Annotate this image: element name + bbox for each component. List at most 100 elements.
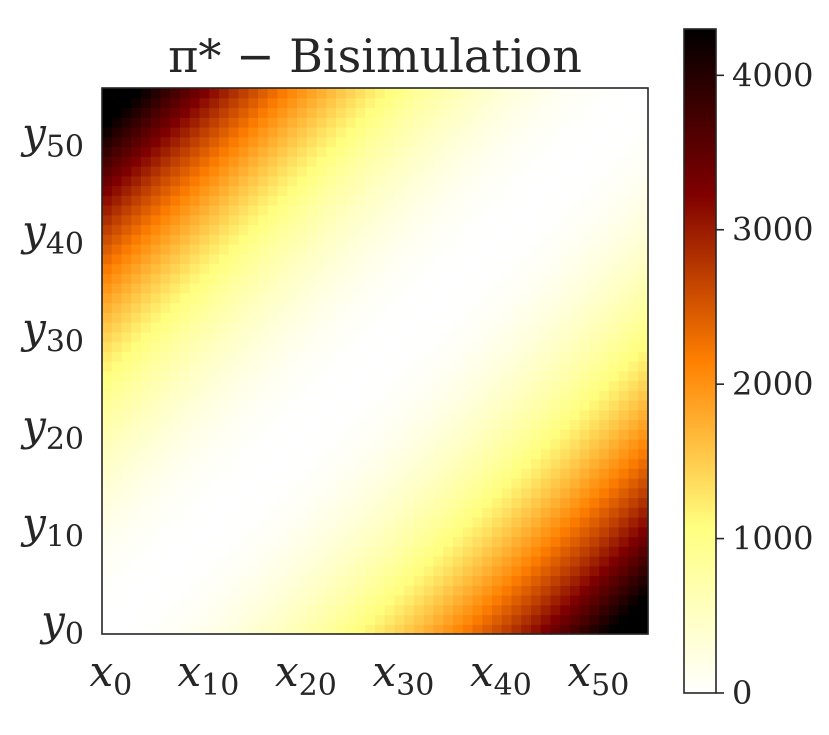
heatmap-cell xyxy=(238,507,249,518)
heatmap-cell xyxy=(404,273,415,284)
heatmap-cell xyxy=(492,146,503,157)
heatmap-cell xyxy=(131,127,142,138)
heatmap-cell xyxy=(579,448,591,460)
heatmap-cell xyxy=(306,331,318,343)
heatmap-cell xyxy=(121,585,132,596)
heatmap-cell xyxy=(199,429,210,440)
heatmap-cell xyxy=(316,595,327,606)
heatmap-cell xyxy=(111,439,123,450)
heatmap-cell xyxy=(443,536,454,547)
heatmap-cell xyxy=(141,400,152,411)
heatmap-cell xyxy=(345,234,357,245)
heatmap-cell xyxy=(326,166,337,177)
heatmap-cell xyxy=(433,478,444,489)
heatmap-cell xyxy=(277,380,288,391)
heatmap-cell xyxy=(365,234,376,245)
heatmap-cell xyxy=(141,478,152,489)
heatmap-cell xyxy=(531,351,542,362)
heatmap-cell xyxy=(453,283,464,294)
heatmap-cell xyxy=(170,244,181,255)
heatmap-cell xyxy=(375,497,386,508)
heatmap-cell xyxy=(521,370,532,382)
heatmap-cell xyxy=(375,390,386,401)
heatmap-cell xyxy=(258,546,269,557)
heatmap-cell xyxy=(277,175,288,187)
heatmap-cell xyxy=(228,175,240,187)
heatmap-cell xyxy=(160,205,171,216)
heatmap-cell xyxy=(238,97,249,109)
heatmap-cell xyxy=(609,595,620,606)
heatmap-cell xyxy=(326,322,337,333)
heatmap-cell xyxy=(345,575,357,586)
heatmap-cell xyxy=(433,351,444,362)
heatmap-cell xyxy=(267,166,279,177)
heatmap-cell xyxy=(121,107,132,118)
heatmap-cell xyxy=(297,604,308,616)
heatmap-cell xyxy=(501,468,513,479)
heatmap-cell xyxy=(111,546,123,557)
heatmap-cell xyxy=(297,380,308,391)
heatmap-cell xyxy=(618,439,630,450)
heatmap-cell xyxy=(365,439,376,450)
heatmap-cell xyxy=(423,312,435,323)
heatmap-cell xyxy=(453,595,464,606)
heatmap-cell xyxy=(404,88,415,99)
heatmap-cell xyxy=(219,234,230,245)
heatmap-cell xyxy=(248,478,259,489)
heatmap-cell xyxy=(384,419,396,430)
heatmap-cell xyxy=(219,400,230,411)
heatmap-cell xyxy=(160,224,171,235)
heatmap-cell xyxy=(306,127,318,138)
heatmap-cell xyxy=(287,224,298,235)
heatmap-cell xyxy=(423,448,435,460)
heatmap-cell xyxy=(492,614,503,625)
heatmap-cell xyxy=(638,146,649,157)
heatmap-cell xyxy=(277,107,288,118)
heatmap-cell xyxy=(258,117,269,128)
heatmap-cell xyxy=(531,322,542,333)
heatmap-cell xyxy=(297,546,308,557)
heatmap-cell xyxy=(579,429,591,440)
heatmap-cell xyxy=(267,234,279,245)
heatmap-cell xyxy=(258,458,269,469)
heatmap-cell xyxy=(131,556,142,567)
heatmap-cell xyxy=(111,370,123,382)
heatmap-cell xyxy=(394,156,405,167)
heatmap-cell xyxy=(209,175,220,187)
heatmap-cell xyxy=(384,175,396,187)
heatmap-cell xyxy=(219,283,230,294)
heatmap-cell xyxy=(414,409,425,421)
heatmap-cell xyxy=(209,595,220,606)
heatmap-cell xyxy=(258,380,269,391)
heatmap-cell xyxy=(150,468,162,479)
heatmap-cell xyxy=(589,487,600,499)
heatmap-cell xyxy=(560,497,571,508)
heatmap-cell xyxy=(628,400,639,411)
heatmap-cell xyxy=(501,351,513,362)
heatmap-cell xyxy=(609,97,620,109)
heatmap-cell xyxy=(404,390,415,401)
heatmap-cell xyxy=(453,117,464,128)
heatmap-cell xyxy=(160,166,171,177)
heatmap-cell xyxy=(180,136,191,148)
heatmap-cell xyxy=(638,380,649,391)
heatmap-cell xyxy=(570,526,581,538)
heatmap-cell xyxy=(238,458,249,469)
heatmap-cell xyxy=(511,253,522,265)
heatmap-cell xyxy=(453,419,464,430)
heatmap-cell xyxy=(131,117,142,128)
heatmap-cell xyxy=(472,136,483,148)
heatmap-cell xyxy=(238,341,249,352)
heatmap-cell xyxy=(306,341,318,352)
heatmap-cell xyxy=(121,117,132,128)
heatmap-cell xyxy=(540,195,552,206)
heatmap-cell xyxy=(404,595,415,606)
heatmap-cell xyxy=(238,380,249,391)
heatmap-cell xyxy=(277,556,288,567)
heatmap-cell xyxy=(121,458,132,469)
heatmap-cell xyxy=(501,409,513,421)
heatmap-cell xyxy=(570,585,581,596)
heatmap-cell xyxy=(316,136,327,148)
heatmap-cell xyxy=(131,175,142,187)
x-axis-ticks: x0 x10 x20 x30 x40 x50 xyxy=(89,647,629,703)
